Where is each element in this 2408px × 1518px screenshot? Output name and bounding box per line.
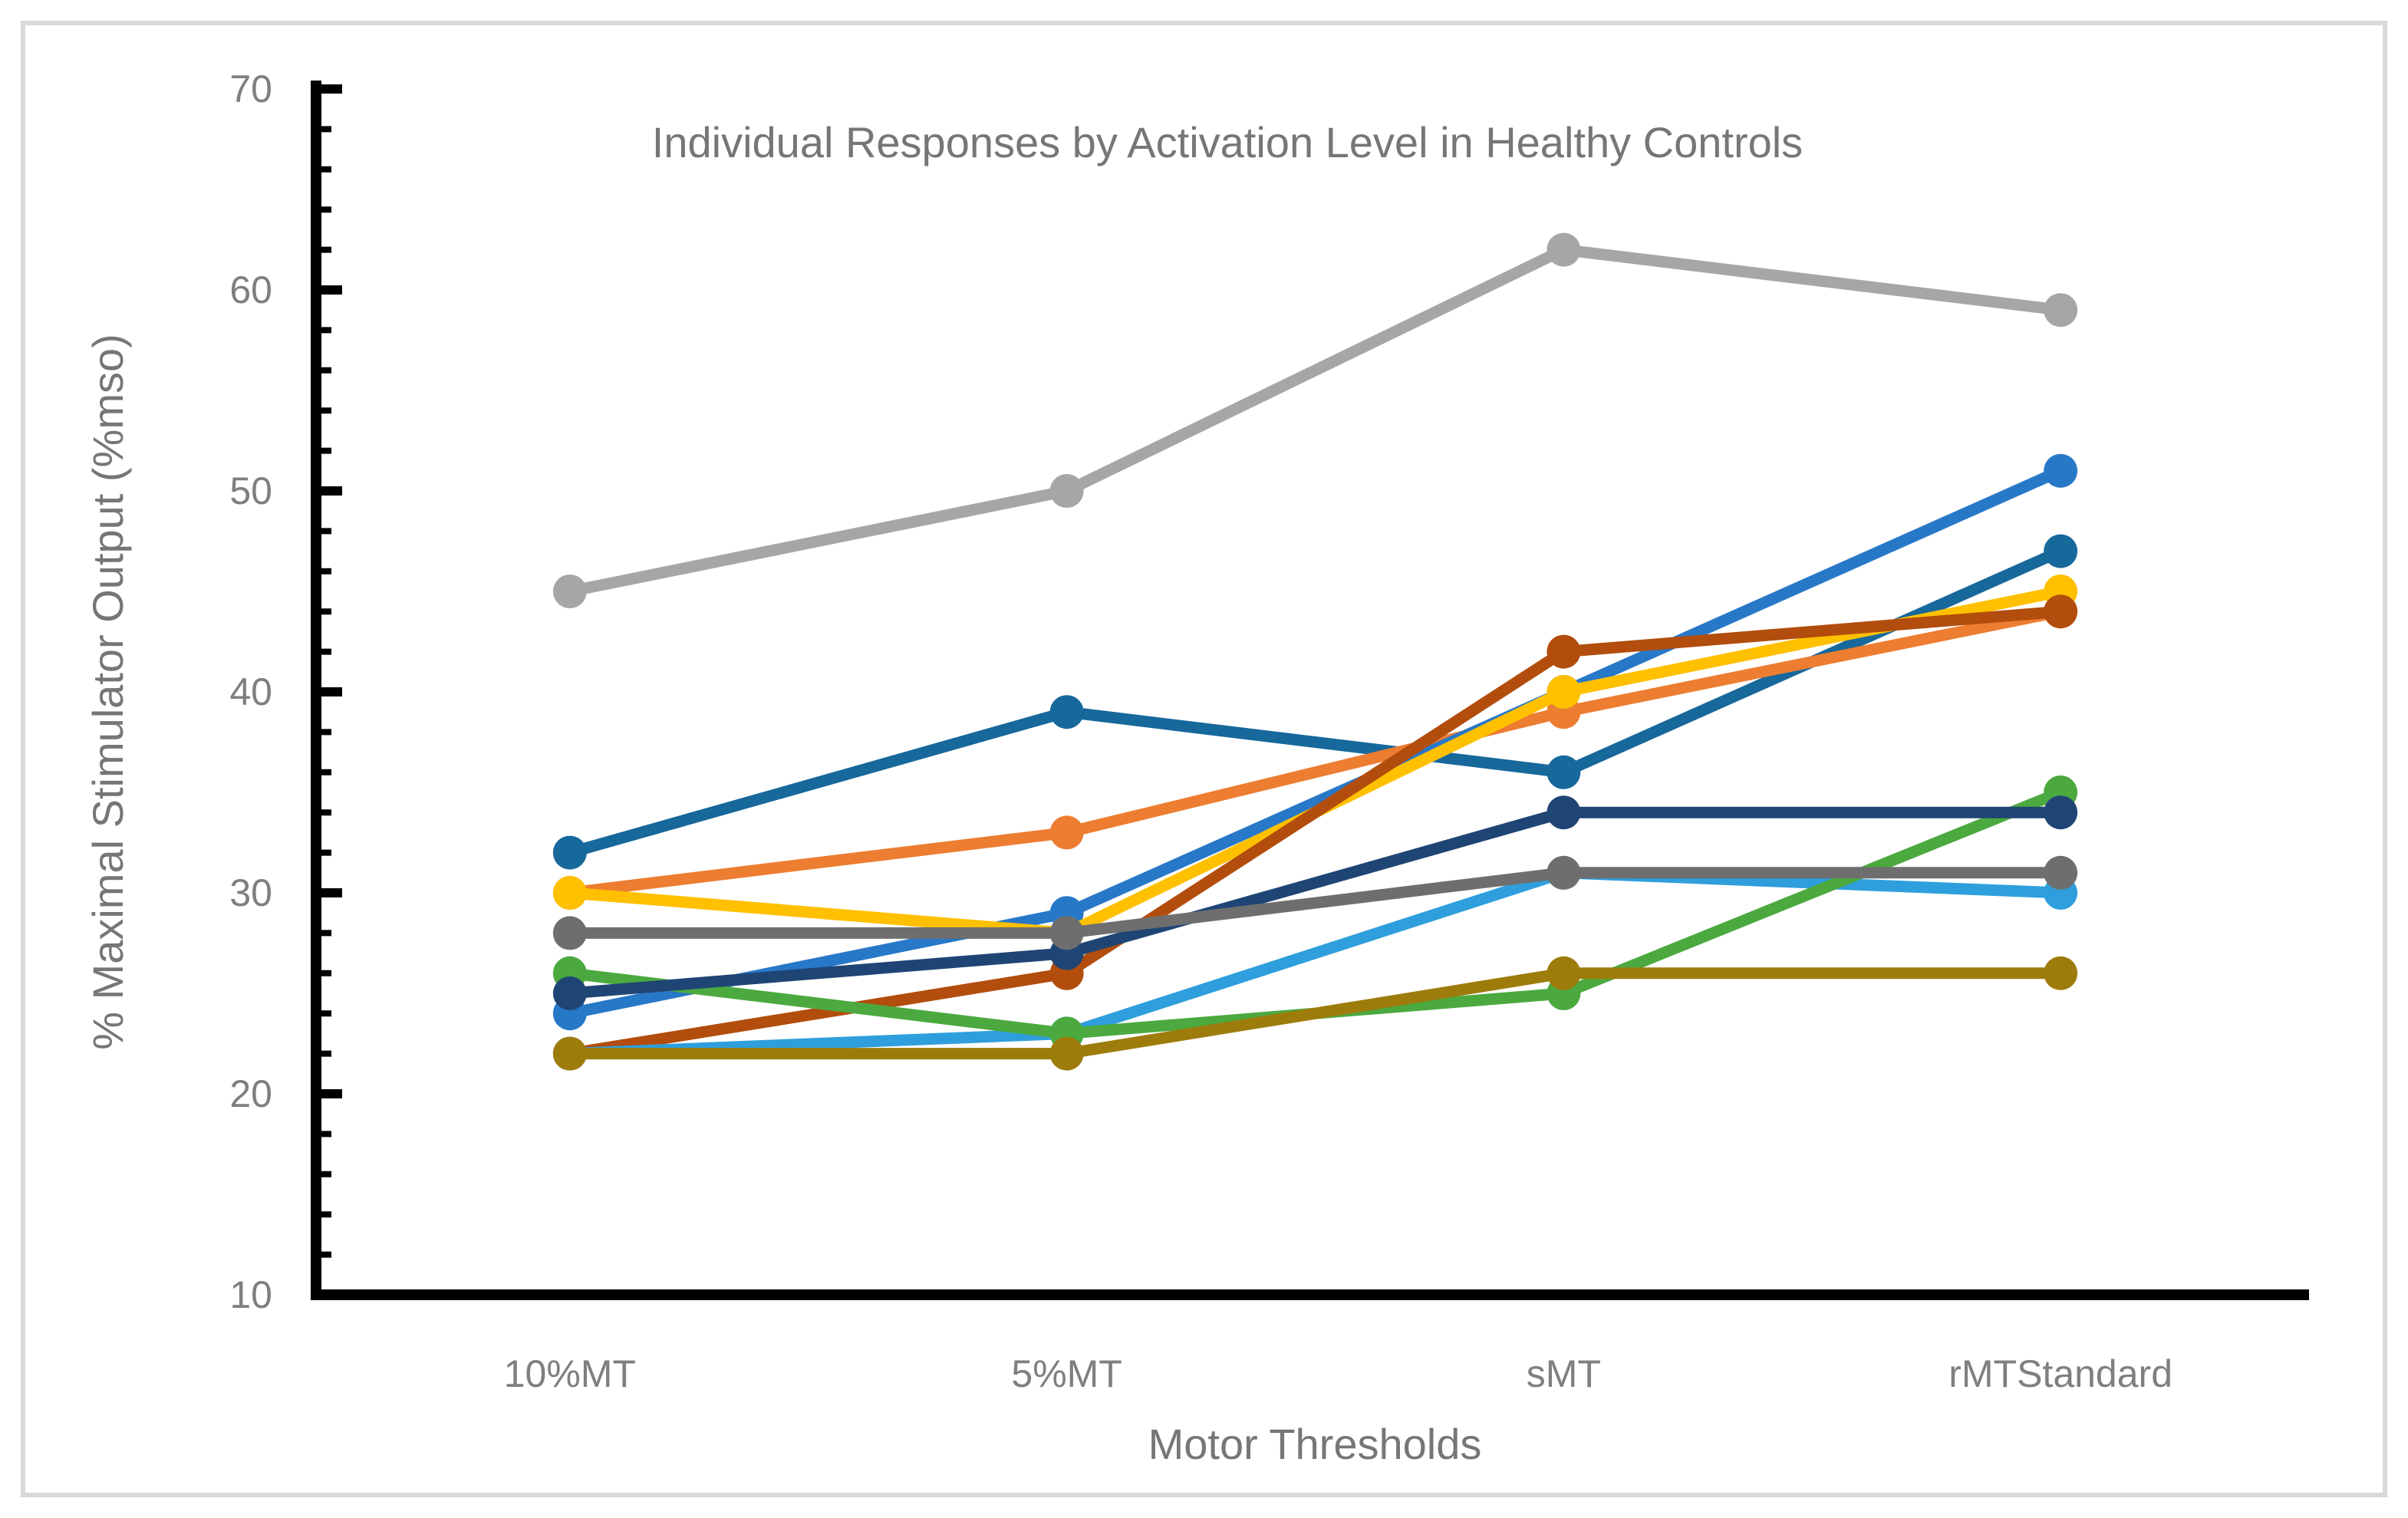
series-line-subject-olive xyxy=(564,967,2067,1060)
data-point-subject-steel-teal-sMT xyxy=(1547,755,1581,789)
data-point-subject-light-gray-sMT xyxy=(1547,232,1581,267)
data-point-subject-brown-rMTStandard xyxy=(2044,594,2078,629)
data-point-subject-brown-sMT xyxy=(1547,634,1581,669)
data-point-subject-blue-rMTStandard xyxy=(2044,453,2078,488)
data-point-subject-navy-10%MT xyxy=(552,976,587,1010)
y-tick-label-50: 50 xyxy=(229,469,272,512)
data-point-subject-light-gray-rMTStandard xyxy=(2044,293,2078,328)
data-point-subject-orange-5%MT xyxy=(1049,815,1084,850)
figure-border xyxy=(21,21,2387,1497)
data-point-subject-olive-5%MT xyxy=(1049,1036,1084,1071)
data-point-subject-olive-10%MT xyxy=(552,1036,587,1071)
data-point-subject-steel-teal-5%MT xyxy=(1049,695,1084,729)
data-point-subject-dark-gray-sMT xyxy=(1547,855,1581,890)
y-tick-label-40: 40 xyxy=(229,670,272,713)
y-tick-label-20: 20 xyxy=(229,1072,272,1115)
y-tick-label-30: 30 xyxy=(229,871,272,914)
x-tick-label-rMTStandard: rMTStandard xyxy=(1948,1352,2172,1395)
series-subject-navy xyxy=(552,795,2078,1010)
axis-layer xyxy=(311,81,2309,1300)
series-line-subject-brown xyxy=(564,605,2067,1060)
series-line-subject-blue xyxy=(564,465,2067,1019)
data-point-subject-olive-sMT xyxy=(1547,956,1581,990)
series-line-subject-light-blue xyxy=(564,867,2067,1060)
data-point-subject-light-gray-10%MT xyxy=(552,575,587,608)
chart-title: Individual Responses by Activation Level… xyxy=(652,118,1803,166)
data-point-subject-gold-sMT xyxy=(1547,675,1581,709)
data-point-subject-navy-sMT xyxy=(1547,795,1581,830)
data-point-subject-dark-gray-rMTStandard xyxy=(2044,855,2078,890)
data-point-subject-navy-rMTStandard xyxy=(2044,795,2078,830)
data-point-subject-olive-rMTStandard xyxy=(2044,956,2078,990)
series-layer xyxy=(552,232,2078,1071)
y-tick-label-60: 60 xyxy=(229,268,272,311)
series-line-subject-light-gray xyxy=(564,244,2067,598)
data-point-subject-dark-gray-10%MT xyxy=(552,916,587,950)
series-line-subject-dark-gray xyxy=(564,867,2067,939)
data-point-subject-steel-teal-rMTStandard xyxy=(2044,534,2078,568)
series-subject-light-gray xyxy=(552,232,2078,608)
series-subject-olive xyxy=(552,956,2078,1071)
y-tick-label-70: 70 xyxy=(229,68,272,110)
series-line-subject-navy xyxy=(564,806,2067,999)
tick-label-layer: 10 20 30 40 50 60 70 10%MT 5%MT sMT rMTStandard xyxy=(229,68,2172,1395)
y-axis-title: % Maximal Stimulator Output (%mso) xyxy=(84,334,132,1050)
series-subject-dark-gray xyxy=(552,855,2078,950)
x-tick-label-10%MT: 10%MT xyxy=(504,1352,636,1395)
data-point-subject-light-gray-5%MT xyxy=(1049,474,1084,508)
y-tick-label-10: 10 xyxy=(229,1273,272,1316)
data-point-subject-dark-gray-5%MT xyxy=(1049,916,1084,950)
data-point-subject-steel-teal-10%MT xyxy=(552,835,587,870)
x-tick-label-sMT: sMT xyxy=(1527,1352,1601,1395)
data-point-subject-gold-10%MT xyxy=(552,876,587,910)
x-tick-label-5%MT: 5%MT xyxy=(1011,1352,1122,1395)
series-line-subject-orange xyxy=(564,605,2067,899)
x-axis-title: Motor Thresholds xyxy=(1148,1420,1482,1468)
